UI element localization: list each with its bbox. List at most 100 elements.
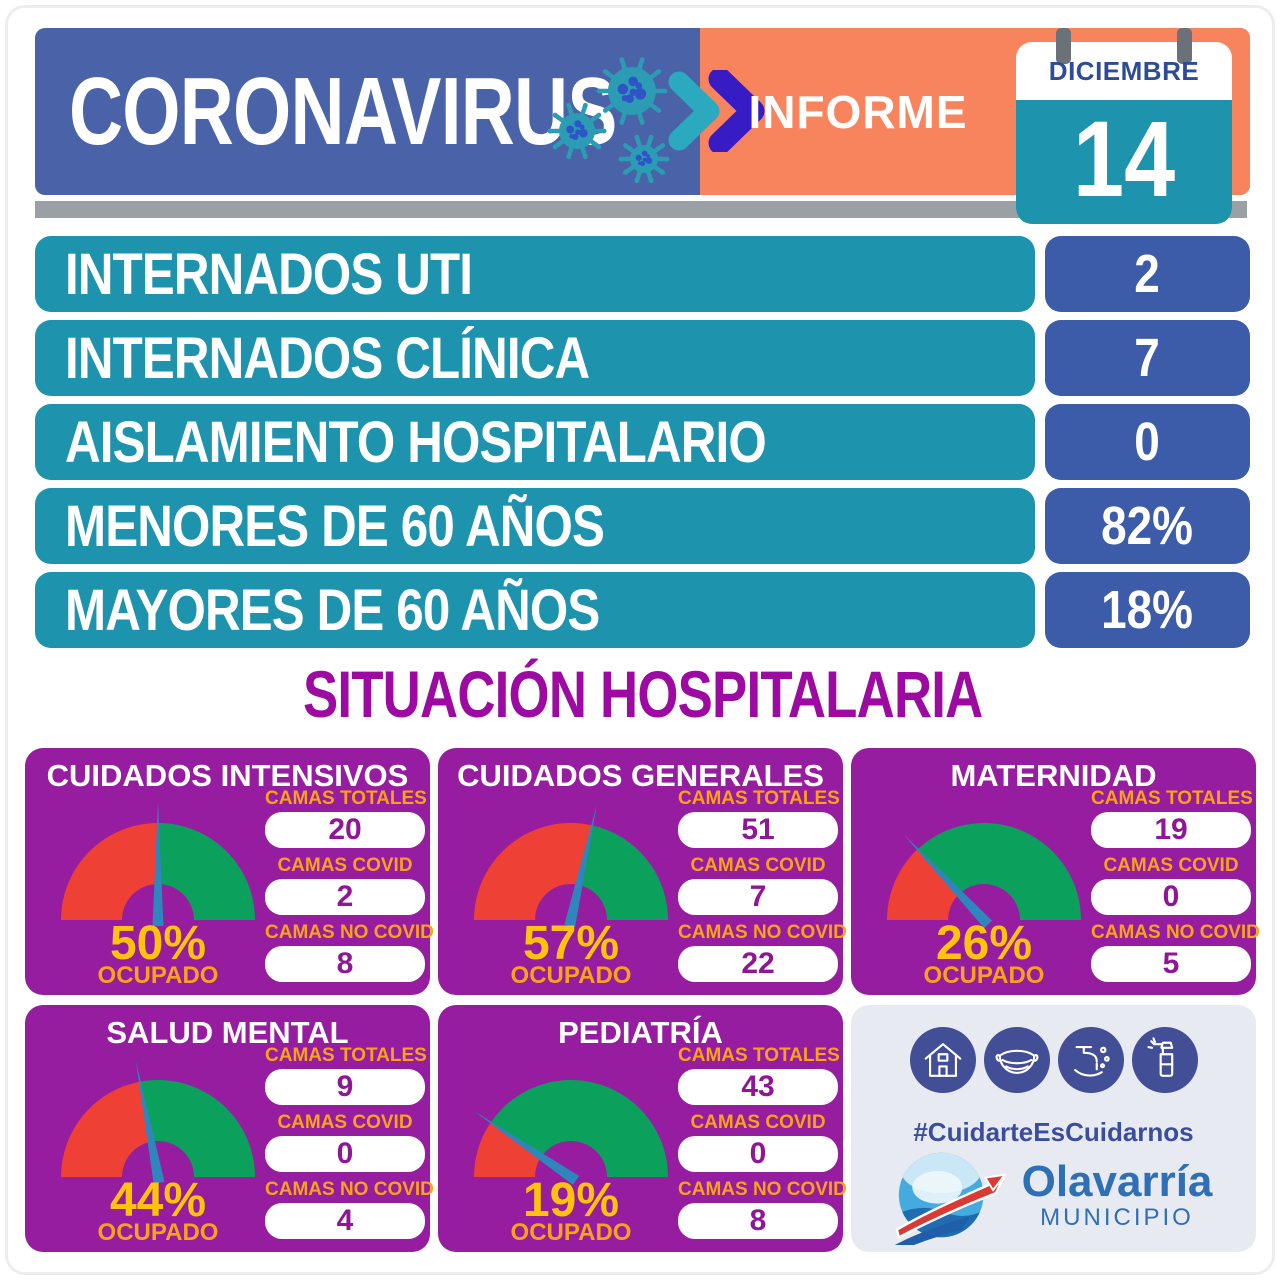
page-title: CORONAVIRUS (69, 57, 771, 167)
stat-value-badge: 2 (1045, 236, 1250, 312)
occupancy-gauge-chart (474, 804, 668, 928)
gauge-card-title: PEDIATRÍA (558, 1015, 723, 1050)
beds-field-value: 0 (1162, 880, 1180, 913)
beds-field: CAMAS NO COVID 8 (265, 922, 434, 982)
prevention-info-card: #CuidarteEsCuidarnos Olavarría MUNICIPIO (851, 1005, 1256, 1252)
gauge-card-title: CUIDADOS INTENSIVOS (46, 758, 409, 793)
occupancy-percent: 44% (109, 1174, 207, 1227)
stat-label: AISLAMIENTO HOSPITALARIO (65, 409, 767, 475)
gauge-card: MATERNIDAD 26% OCUPADO CAMAS TOTALES 19 … (851, 748, 1260, 995)
chevron-right-icon (668, 70, 765, 152)
calendar-ring-icon (1056, 28, 1071, 64)
stat-row: INTERNADOS CLÍNICA 7 (35, 320, 1250, 396)
beds-field-pill: 8 (678, 1203, 838, 1239)
beds-field-value: 51 (741, 813, 775, 846)
stat-bar: INTERNADOS CLÍNICA (35, 320, 1035, 396)
beds-field-pill: 8 (265, 946, 425, 982)
beds-field-label: CAMAS TOTALES (678, 1045, 840, 1066)
beds-field-label: CAMAS COVID (690, 1112, 826, 1133)
gauge-needle (135, 1061, 165, 1184)
face-mask-icon (983, 1027, 1050, 1093)
beds-field-label: CAMAS COVID (277, 855, 413, 876)
occupancy-gauge-chart (61, 1061, 255, 1184)
beds-field-pill: 5 (1091, 946, 1251, 982)
olavarria-logo-icon (894, 1152, 1007, 1245)
beds-field: CAMAS NO COVID 22 (678, 922, 847, 982)
section-title-text: SITUACIÓN HOSPITALARIA (302, 657, 983, 731)
beds-field-pill: 0 (678, 1136, 838, 1172)
stat-value-badge: 18% (1045, 572, 1250, 648)
summary-stats: INTERNADOS UTI 2 INTERNADOS CLÍNICA 7 AI… (35, 236, 1250, 648)
beds-field-value: 4 (336, 1204, 354, 1237)
gauge-needle (564, 804, 597, 928)
beds-field-pill: 0 (1091, 879, 1251, 915)
stat-bar: MAYORES DE 60 AÑOS (35, 572, 1035, 648)
beds-field-pill: 7 (678, 879, 838, 915)
beds-fields: CAMAS TOTALES 19 CAMAS COVID 0 CAMAS NO … (1091, 788, 1260, 989)
section-title: SITUACIÓN HOSPITALARIA (35, 656, 1250, 732)
beds-field: CAMAS NO COVID 4 (265, 1179, 434, 1239)
beds-field-value: 8 (749, 1204, 767, 1237)
page-title-text: CORONAVIRUS (69, 57, 617, 165)
beds-field-pill: 9 (265, 1069, 425, 1105)
beds-field-value: 20 (328, 813, 362, 846)
stat-row: MAYORES DE 60 AÑOS 18% (35, 572, 1250, 648)
beds-fields: CAMAS TOTALES 51 CAMAS COVID 7 CAMAS NO … (678, 788, 847, 989)
beds-field-value: 43 (741, 1070, 775, 1103)
stat-value-badge: 82% (1045, 488, 1250, 564)
stat-value: 0 (1134, 412, 1161, 472)
spray-bottle-icon (1131, 1027, 1198, 1093)
beds-field-label: CAMAS NO COVID (678, 1179, 847, 1200)
gauge-card-title: CUIDADOS GENERALES (457, 758, 824, 793)
beds-field-value: 0 (749, 1137, 767, 1170)
occupied-label: OCUPADO (510, 962, 632, 989)
beds-field-label: CAMAS COVID (277, 1112, 413, 1133)
hospital-cards-grid: CUIDADOS INTENSIVOS 50% OCUPADO CAMAS TO… (25, 748, 1260, 1252)
occupancy-percent: 26% (935, 917, 1033, 970)
beds-field-label: CAMAS TOTALES (265, 788, 427, 809)
beds-field: CAMAS COVID 7 (678, 855, 838, 915)
beds-field-label: CAMAS NO COVID (265, 1179, 434, 1200)
occupancy-percent: 19% (522, 1174, 620, 1227)
beds-field-value: 0 (336, 1137, 354, 1170)
brand-name: Olavarría (1021, 1157, 1213, 1206)
beds-field-label: CAMAS COVID (1103, 855, 1239, 876)
gauge-needle (152, 802, 164, 926)
calendar-day-panel: 14 (1016, 100, 1232, 224)
beds-field-value: 8 (336, 947, 354, 980)
municipio-logo: Olavarría MUNICIPIO (851, 1145, 1256, 1245)
stat-bar: INTERNADOS UTI (35, 236, 1035, 312)
beds-field-label: CAMAS COVID (690, 855, 826, 876)
calendar-day: 14 (1072, 98, 1176, 219)
occupied-label: OCUPADO (97, 1219, 219, 1246)
stat-label: INTERNADOS UTI (65, 241, 473, 307)
brand-text: Olavarría MUNICIPIO (1022, 1159, 1213, 1231)
stat-row: AISLAMIENTO HOSPITALARIO 0 (35, 404, 1250, 480)
gauge-card: CUIDADOS INTENSIVOS 50% OCUPADO CAMAS TO… (25, 748, 434, 995)
stat-row: MENORES DE 60 AÑOS 82% (35, 488, 1250, 564)
beds-field-pill: 2 (265, 879, 425, 915)
stat-bar: AISLAMIENTO HOSPITALARIO (35, 404, 1035, 480)
stat-value: 82% (1101, 496, 1194, 556)
beds-field-value: 7 (749, 880, 767, 913)
occupancy-gauge-chart (61, 802, 255, 926)
campaign-hashtag: #CuidarteEsCuidarnos (913, 1117, 1194, 1147)
hand-washing-icon (1057, 1027, 1124, 1093)
beds-field: CAMAS TOTALES 9 (265, 1045, 427, 1105)
gauge-card-title: SALUD MENTAL (106, 1015, 349, 1050)
stat-row: INTERNADOS UTI 2 (35, 236, 1250, 312)
beds-field-label: CAMAS NO COVID (1091, 922, 1260, 943)
stat-label: INTERNADOS CLÍNICA (65, 325, 590, 391)
beds-field: CAMAS NO COVID 5 (1091, 922, 1260, 982)
occupancy-percent: 50% (109, 917, 207, 970)
beds-field: CAMAS COVID 2 (265, 855, 425, 915)
occupied-label: OCUPADO (923, 962, 1045, 989)
beds-field-pill: 4 (265, 1203, 425, 1239)
gauge-card-title: MATERNIDAD (950, 758, 1157, 793)
informe-label: INFORME (748, 85, 968, 138)
beds-field-label: CAMAS TOTALES (265, 1045, 427, 1066)
beds-field: CAMAS NO COVID 8 (678, 1179, 847, 1239)
brand-subtitle: MUNICIPIO (1040, 1204, 1194, 1231)
prevention-icons-row (851, 1027, 1256, 1093)
